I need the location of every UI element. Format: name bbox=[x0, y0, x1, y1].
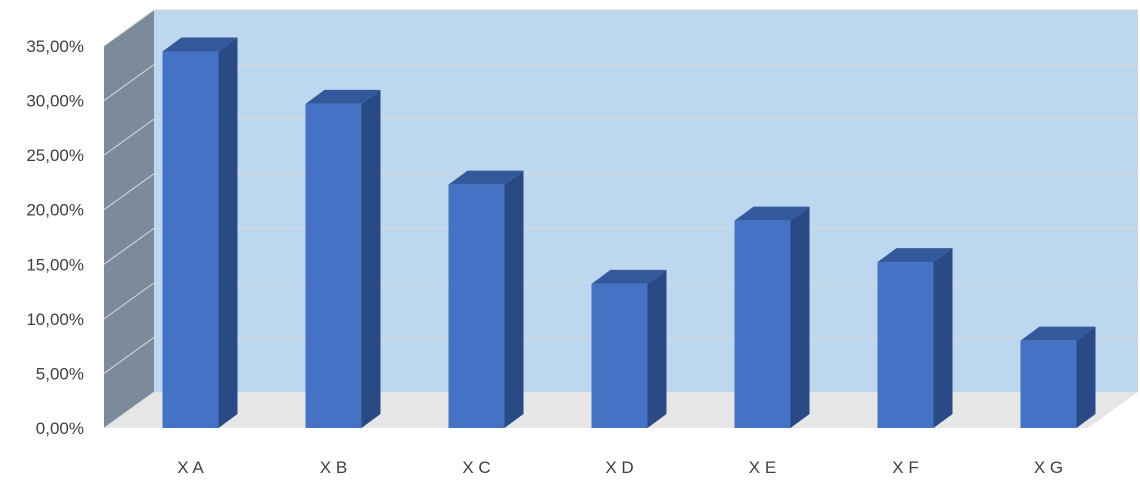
bar-top bbox=[448, 170, 524, 185]
bar-front bbox=[305, 103, 362, 429]
bar-front bbox=[162, 51, 219, 428]
y-tick-label: 30,00% bbox=[26, 92, 84, 111]
bar-front bbox=[591, 283, 648, 428]
bar-side bbox=[647, 269, 667, 428]
x-category-label: X G bbox=[1034, 458, 1063, 477]
x-category-label: X E bbox=[749, 458, 776, 477]
bar bbox=[734, 206, 810, 428]
y-tick-label: 35,00% bbox=[26, 37, 84, 56]
y-tick-label: 25,00% bbox=[26, 146, 84, 165]
bar-side bbox=[790, 206, 810, 428]
bar-side bbox=[218, 37, 238, 428]
bar-top bbox=[734, 206, 810, 221]
bar-front bbox=[734, 220, 791, 428]
bar-side bbox=[504, 170, 524, 428]
x-category-label: X D bbox=[605, 458, 633, 477]
bars bbox=[162, 37, 1096, 429]
bar bbox=[448, 170, 524, 428]
side-gridline bbox=[103, 227, 155, 265]
y-axis-tick-labels: 0,00% 5,00% 10,00% 15,00% 20,00% 25,00% 30,00%… bbox=[26, 37, 84, 438]
side-gridline bbox=[103, 337, 155, 374]
side-gridline bbox=[103, 391, 155, 429]
bar-front bbox=[877, 262, 934, 428]
y-tick-label: 20,00% bbox=[26, 201, 84, 220]
y-tick-label: 15,00% bbox=[26, 255, 84, 274]
side-gridline bbox=[103, 64, 155, 101]
bar-top bbox=[877, 248, 953, 263]
bar-top bbox=[1020, 326, 1096, 341]
bar bbox=[305, 89, 381, 429]
side-gridline bbox=[103, 282, 155, 320]
side-gridline bbox=[103, 173, 155, 211]
bar bbox=[1020, 326, 1096, 428]
bar bbox=[162, 37, 238, 428]
x-category-label: X A bbox=[177, 458, 204, 477]
x-category-label: X C bbox=[462, 458, 490, 477]
bar-top bbox=[305, 89, 381, 104]
y-tick-label: 0,00% bbox=[36, 419, 84, 438]
bar-front bbox=[448, 184, 505, 428]
chart-side-wall bbox=[104, 10, 154, 428]
bar-front bbox=[1020, 340, 1077, 428]
bar-side bbox=[933, 248, 953, 428]
y-tick-label: 10,00% bbox=[26, 310, 84, 329]
side-gridline bbox=[103, 118, 155, 156]
x-category-label: X B bbox=[320, 458, 347, 477]
side-gridline bbox=[103, 9, 155, 47]
x-category-label: X F bbox=[892, 458, 918, 477]
bar bbox=[591, 269, 667, 428]
bar-side bbox=[1076, 326, 1096, 428]
bar-top bbox=[591, 269, 667, 284]
bar-top bbox=[162, 37, 238, 52]
bar bbox=[877, 248, 953, 428]
y-tick-label: 5,00% bbox=[36, 364, 84, 383]
bar-side bbox=[361, 89, 381, 429]
